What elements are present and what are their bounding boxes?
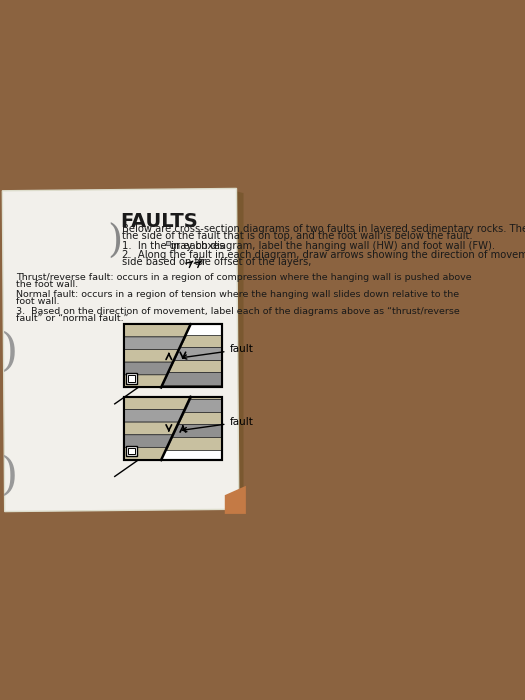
Polygon shape [161,385,223,388]
Bar [166,241,171,245]
Text: 1.  In the gray boxes: 1. In the gray boxes [122,241,224,251]
Polygon shape [2,188,239,512]
Bar [124,324,223,388]
Text: ): ) [107,224,122,261]
Text: Thrust/reverse fault: occurs in a region of compression where the hanging wall i: Thrust/reverse fault: occurs in a region… [16,273,472,281]
Polygon shape [124,337,185,349]
Polygon shape [124,447,167,460]
Polygon shape [172,424,223,437]
Text: ): ) [1,331,18,374]
Text: foot wall.: foot wall. [16,297,60,306]
Polygon shape [225,486,246,514]
Polygon shape [166,437,223,449]
Text: the side of the fault that is on top, and the foot wall is below the fault.: the side of the fault that is on top, an… [122,231,473,241]
Polygon shape [184,399,223,412]
Bar [127,373,136,384]
Bar [124,397,223,460]
Text: fault: fault [183,417,254,432]
Polygon shape [124,397,191,410]
Text: the foot wall.: the foot wall. [16,280,79,289]
Polygon shape [124,410,185,422]
Polygon shape [168,360,223,372]
Text: or: or [197,258,207,267]
Text: fault: fault [183,344,254,359]
Text: in each diagram, label the hanging wall (HW) and foot wall (FW).: in each diagram, label the hanging wall … [171,241,496,251]
Bar [128,375,135,382]
Polygon shape [234,191,244,512]
Polygon shape [174,347,223,360]
Bar [128,448,135,454]
Text: 2.  Along the fault in each diagram, draw arrows showing the direction of moveme: 2. Along the fault in each diagram, draw… [122,250,525,260]
Text: fault” or “normal fault.”: fault” or “normal fault.” [16,314,129,323]
Polygon shape [162,372,223,385]
Polygon shape [124,422,179,435]
Bar [124,324,223,388]
Polygon shape [124,435,173,447]
Text: ): ) [1,455,18,498]
Polygon shape [124,374,167,388]
Polygon shape [177,412,223,424]
Polygon shape [124,349,179,362]
Bar [127,446,136,456]
Polygon shape [124,362,173,375]
Bar [124,397,223,460]
Text: Normal fault: occurs in a region of tension where the hanging wall slides down r: Normal fault: occurs in a region of tens… [16,290,459,299]
Text: side based on the offset of the layers,: side based on the offset of the layers, [122,258,311,267]
Text: Below are cross-section diagrams of two faults in layered sedimentary rocks. The: Below are cross-section diagrams of two … [122,223,525,234]
Polygon shape [124,324,191,337]
Text: 3.  Based on the direction of movement, label each of the diagrams above as “thr: 3. Based on the direction of movement, l… [16,307,460,316]
Text: FAULTS: FAULTS [120,212,198,231]
Polygon shape [180,335,223,347]
Polygon shape [190,397,223,399]
